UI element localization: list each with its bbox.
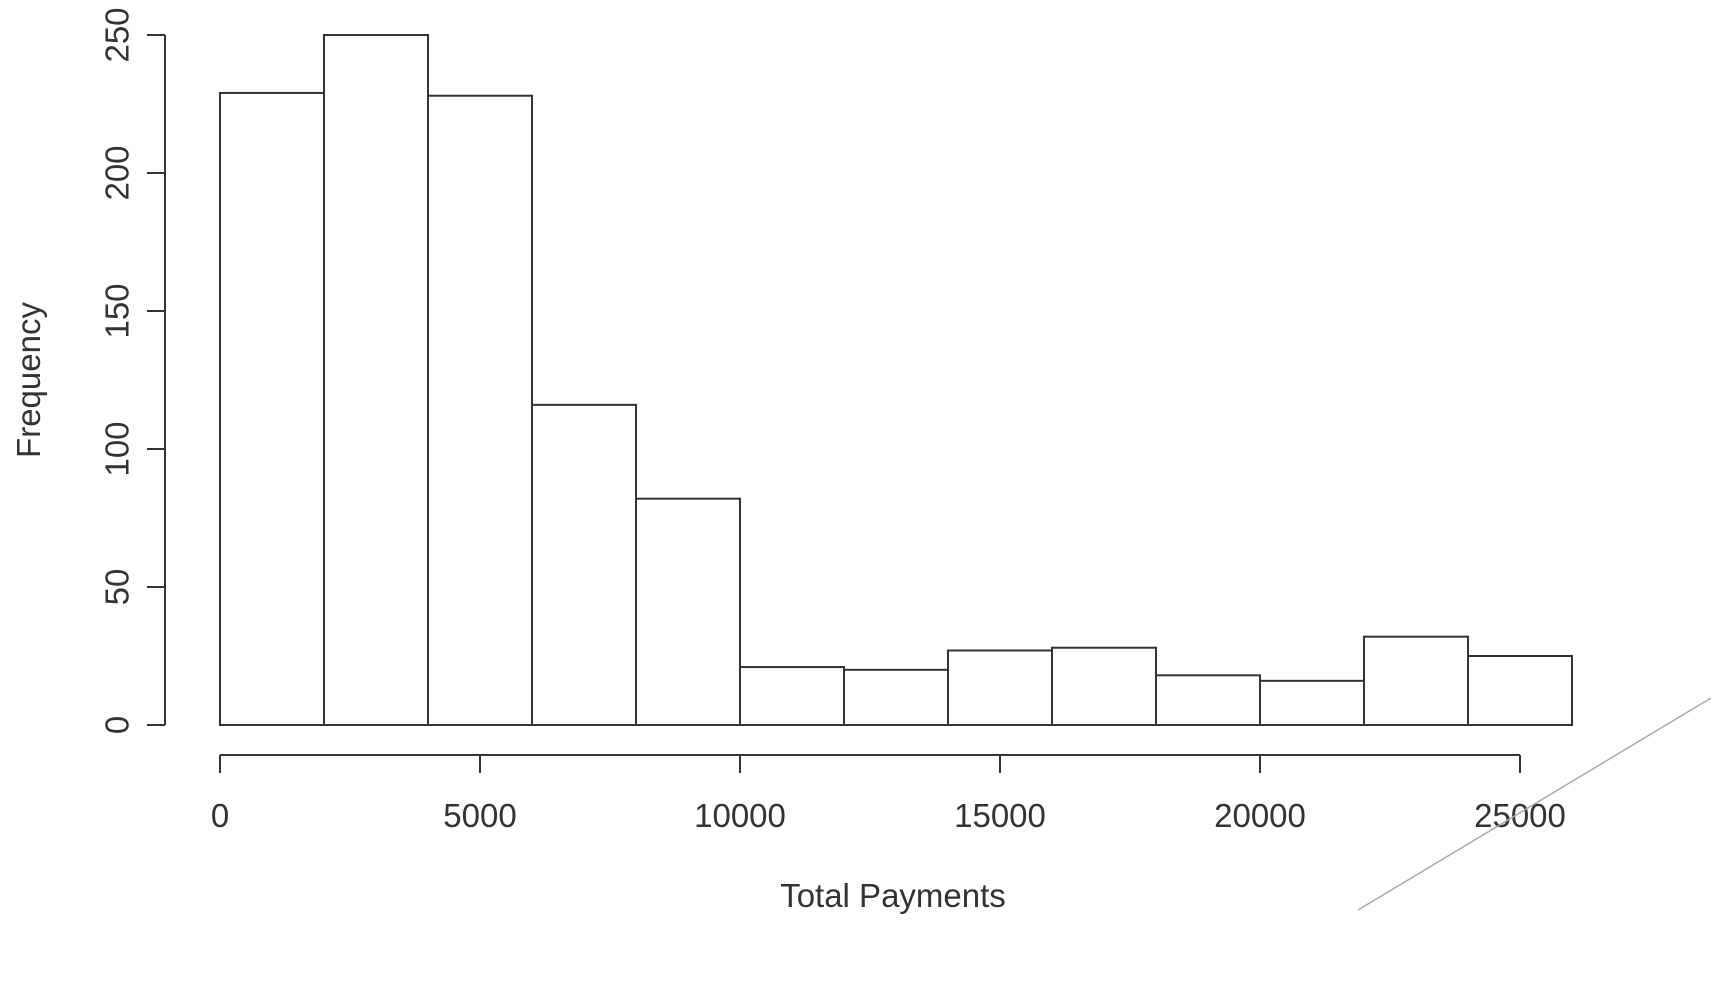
histogram-bar-4 [635, 497, 741, 726]
histogram-bar-3 [531, 403, 637, 726]
histogram-bar-5 [739, 666, 845, 726]
y-tick-label-3: 150 [99, 283, 136, 338]
histogram-bar-12 [1467, 655, 1573, 726]
x-tick-label-2: 10000 [694, 797, 786, 834]
histogram-bar-9 [1155, 674, 1261, 727]
histogram-bar-1 [323, 34, 429, 726]
histogram-bar-6 [843, 668, 949, 726]
x-tick-label-1: 5000 [443, 797, 516, 834]
y-axis: 0 50 100 150 200 250 [99, 7, 166, 734]
histogram-bar-10 [1259, 679, 1365, 727]
histogram-bar-0 [219, 91, 325, 726]
histogram-bar-8 [1051, 646, 1157, 726]
histogram-bar-7 [947, 649, 1053, 726]
histogram-bar-11 [1363, 635, 1469, 726]
decorative-diagonal-line [1357, 697, 1711, 911]
x-tick-label-5: 25000 [1474, 797, 1566, 834]
x-tick-label-0: 0 [211, 797, 229, 834]
x-tick-label-4: 20000 [1214, 797, 1306, 834]
x-axis: 0 5000 10000 15000 20000 25000 [211, 754, 1566, 834]
y-axis-title: Frequency [10, 302, 47, 458]
y-tick-label-0: 0 [99, 716, 136, 734]
y-tick-label-2: 100 [99, 421, 136, 476]
y-tick-label-4: 200 [99, 145, 136, 200]
x-tick-label-3: 15000 [954, 797, 1046, 834]
histogram-bar-2 [427, 94, 533, 727]
histogram-bars [219, 34, 1573, 727]
y-tick-label-5: 250 [99, 7, 136, 62]
x-axis-title: Total Payments [780, 877, 1006, 914]
y-tick-label-1: 50 [99, 569, 136, 606]
